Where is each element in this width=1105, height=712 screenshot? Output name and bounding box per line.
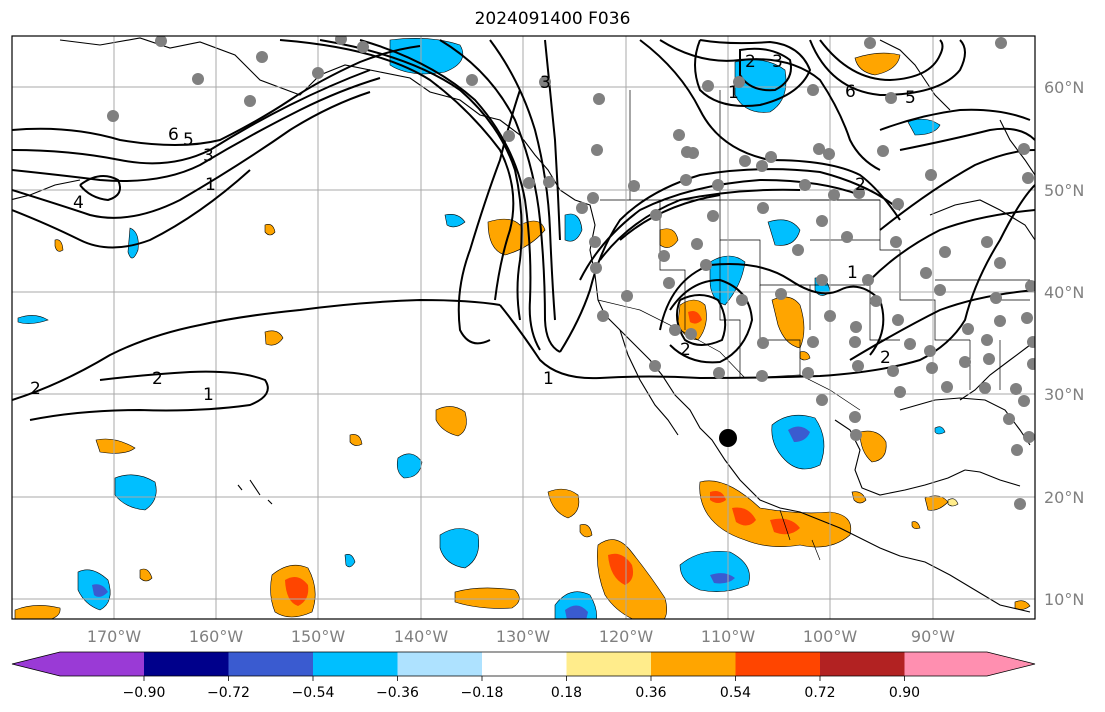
contour-label: 2 bbox=[880, 348, 891, 368]
lon-label: 120°W bbox=[599, 627, 654, 646]
colorbar: −0.90 −0.72 −0.54 −0.36 −0.18 0.18 0.36 … bbox=[11, 651, 1036, 701]
contour-label: 6 bbox=[168, 125, 179, 145]
contour-label: 1 bbox=[543, 369, 554, 389]
colorbar-segment bbox=[735, 652, 820, 676]
colorbar-segment bbox=[313, 652, 398, 676]
colorbar-tick-label: −0.54 bbox=[292, 685, 335, 701]
contour-label: 2 bbox=[680, 340, 691, 360]
colorbar-tick-label: −0.18 bbox=[461, 685, 504, 701]
colorbar-tick-label: 0.54 bbox=[720, 685, 751, 701]
colorbar-segment bbox=[651, 652, 736, 676]
latitude-labels: 60°N 50°N 40°N 30°N 20°N 10°N bbox=[1044, 78, 1084, 609]
colorbar-tick-label: −0.90 bbox=[123, 685, 166, 701]
contour-label: 3 bbox=[540, 73, 551, 93]
lon-label: 140°W bbox=[394, 627, 449, 646]
colorbar-segment bbox=[144, 652, 229, 676]
colorbar-tick-label: 0.36 bbox=[635, 685, 666, 701]
colorbar-segment bbox=[820, 652, 905, 676]
contour-label: 1 bbox=[728, 83, 739, 103]
station-markers bbox=[107, 36, 1035, 510]
contour-label: 3 bbox=[772, 52, 783, 72]
contour-label: 5 bbox=[183, 130, 194, 150]
lat-label: 20°N bbox=[1044, 488, 1084, 507]
colorbar-tick-label: 0.90 bbox=[889, 685, 920, 701]
lon-label: 160°W bbox=[189, 627, 244, 646]
colorbar-tick-label: 0.72 bbox=[804, 685, 835, 701]
contour-label: 3 bbox=[203, 146, 214, 166]
colorbar-segment bbox=[566, 652, 651, 676]
lon-label: 130°W bbox=[496, 627, 551, 646]
graticule bbox=[12, 36, 1035, 619]
lat-label: 30°N bbox=[1044, 385, 1084, 404]
colorbar-tick-label: 0.18 bbox=[551, 685, 582, 701]
contour-label: 4 bbox=[73, 193, 84, 213]
map-title: 2024091400 F036 bbox=[474, 9, 631, 29]
colorbar-segment bbox=[397, 652, 482, 676]
lat-label: 10°N bbox=[1044, 590, 1084, 609]
lon-label: 110°W bbox=[701, 627, 756, 646]
coastlines bbox=[12, 37, 1035, 613]
colorbar-segment bbox=[12, 652, 60, 676]
longitude-labels: 170°W 160°W 150°W 140°W 130°W 120°W 110°… bbox=[87, 627, 955, 646]
colorbar-segment bbox=[60, 652, 144, 676]
contour-label: 6 bbox=[845, 82, 856, 102]
contour-label: 2 bbox=[30, 379, 41, 399]
colorbar-segment bbox=[228, 652, 313, 676]
colorbar-segment bbox=[482, 652, 567, 676]
lat-label: 40°N bbox=[1044, 283, 1084, 302]
contour-lines bbox=[12, 39, 1035, 421]
lat-label: 60°N bbox=[1044, 78, 1084, 97]
lon-label: 90°W bbox=[911, 627, 955, 646]
contour-label: 2 bbox=[152, 369, 163, 389]
lon-label: 150°W bbox=[291, 627, 346, 646]
location-marker bbox=[719, 429, 737, 447]
map-frame bbox=[11, 35, 1036, 620]
contour-labels: 1 2 3 4 5 6 1 2 1 2 1 2 2 3 6 5 1 3 2 bbox=[30, 52, 916, 405]
contour-label: 5 bbox=[905, 88, 916, 108]
colorbar-segment bbox=[904, 652, 987, 676]
colorbar-segment bbox=[987, 652, 1035, 676]
colorbar-tick-label: −0.72 bbox=[207, 685, 250, 701]
lon-label: 170°W bbox=[87, 627, 142, 646]
colorbar-tick-label: −0.36 bbox=[376, 685, 419, 701]
lat-label: 50°N bbox=[1044, 181, 1084, 200]
contour-label: 1 bbox=[847, 263, 858, 283]
contour-label: 1 bbox=[205, 175, 216, 195]
contour-label: 2 bbox=[745, 52, 756, 72]
contour-label: 1 bbox=[203, 385, 214, 405]
contour-label: 2 bbox=[855, 175, 866, 195]
lon-label: 100°W bbox=[803, 627, 858, 646]
